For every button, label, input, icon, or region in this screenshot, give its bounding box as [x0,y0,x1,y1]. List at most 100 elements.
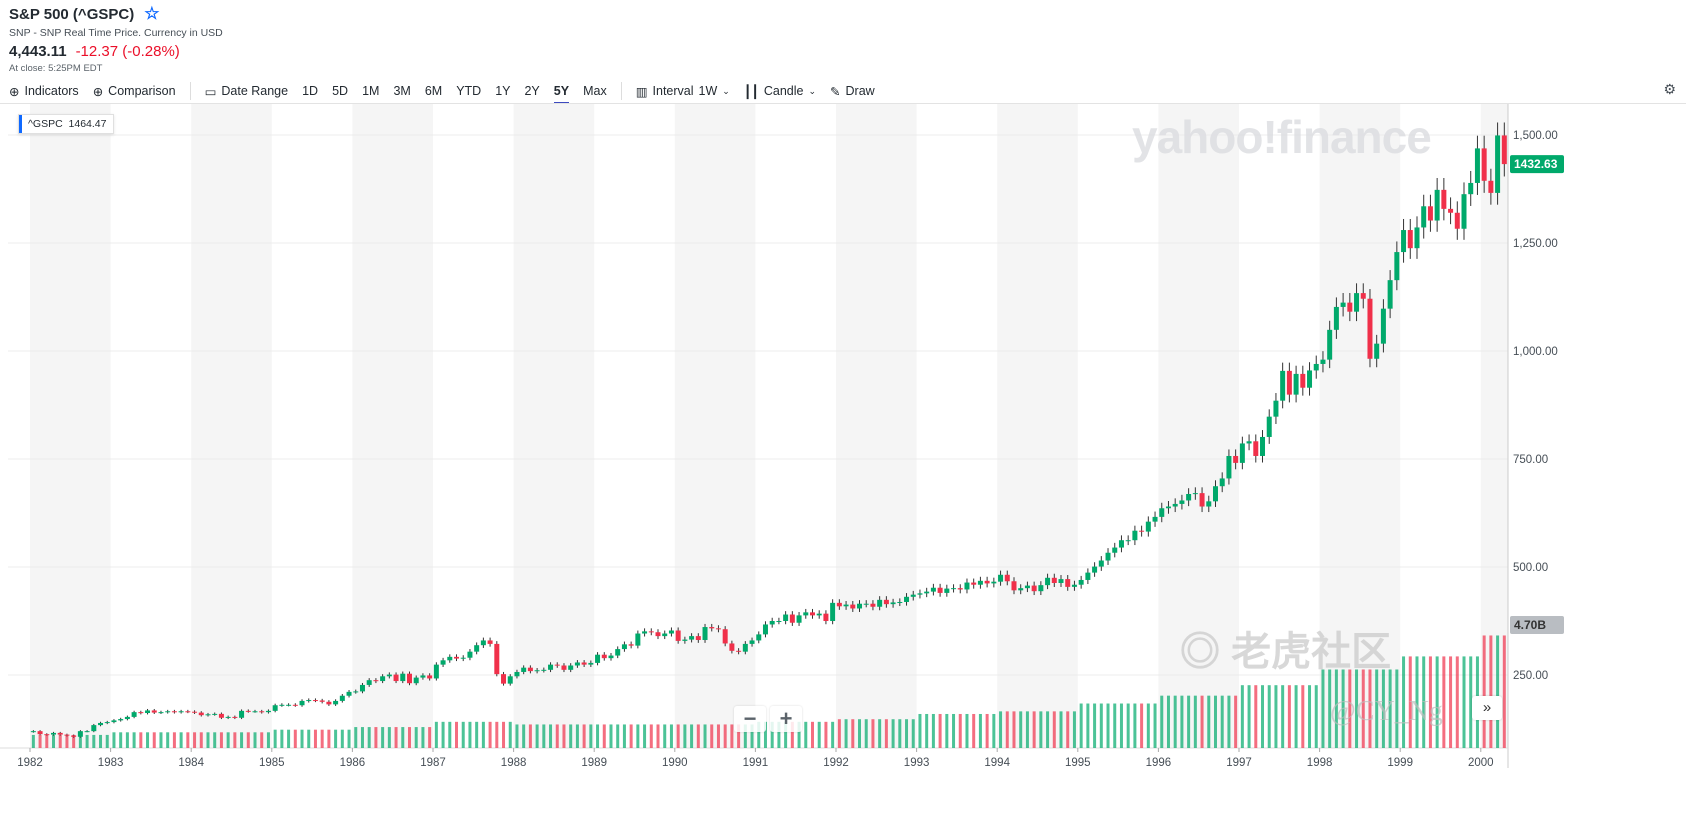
candle-body [386,674,392,677]
quote-header: S&P 500 (^GSPC) ☆ SNP - SNP Real Time Pri… [9,4,223,74]
volume-bar [643,724,647,748]
candle-body [971,582,977,585]
candle-body [568,665,574,670]
candle-body [1219,478,1225,487]
y-tick-label: 1,250.00 [1513,238,1558,250]
year-band [352,104,433,748]
volume-bar [1126,703,1130,748]
range-3m[interactable]: 3M [393,84,411,98]
candle-body [413,677,419,684]
candle-body [1280,370,1286,401]
range-6m[interactable]: 6M [424,84,443,98]
volume-bar [360,727,364,748]
candle-body [762,624,768,635]
candle-body [904,596,910,602]
scroll-to-latest-button[interactable]: » [1472,696,1502,720]
price-chart[interactable]: 250.00 500.00 750.00 1,000.00 1,250.00 1,500.… [0,104,1686,840]
range-5d[interactable]: 5D [332,84,349,98]
volume-bar [1200,695,1204,748]
candle-body [1266,416,1272,437]
candle-body [1045,577,1051,586]
volume-bar [1247,685,1251,748]
draw-button[interactable]: ✎ Draw [830,79,875,103]
volume-bar [683,724,687,748]
close-time: At close: 5:25PM EDT [9,63,103,74]
interval-button[interactable]: ▥ Interval 1W ⌄ [636,79,730,103]
range-1y[interactable]: 1Y [495,84,511,98]
volume-bar [965,713,969,748]
volume-bar [172,732,176,748]
range-1m[interactable]: 1M [362,84,380,98]
volume-bar [777,721,781,748]
candle-body [561,665,567,670]
range-ytd[interactable]: YTD [456,84,482,98]
candle-body [1159,508,1165,517]
candle-body [1132,530,1138,541]
range-max[interactable]: Max [583,84,607,98]
candle-body [514,671,520,677]
candle-body [474,645,480,652]
candle-body [1481,148,1487,181]
volume-bar [522,724,526,748]
candle-body [44,734,50,736]
volume-bar [1140,703,1144,748]
volume-bar [1066,711,1070,748]
candle-body [830,602,836,621]
range-1d[interactable]: 1D [302,84,319,98]
candle-body [709,627,715,629]
chart-type-button[interactable]: ┃┃ Candle ⌄ [744,79,816,103]
gear-icon[interactable]: ⚙ [1663,81,1676,97]
candle-body [346,691,352,696]
volume-bar [1261,685,1265,748]
zoom-in-button[interactable]: + [770,706,802,732]
range-5y[interactable]: 5Y [553,79,570,105]
volume-bar [716,724,720,748]
star-icon[interactable]: ☆ [144,4,160,23]
candle-body [480,640,486,646]
chart-type-label: Candle [763,84,804,98]
volume-bar [804,721,808,748]
legend-symbol: ^GSPC [28,118,63,130]
candle-body [1461,194,1467,229]
candle-body [843,604,849,607]
site-logo-icon: ◎ [1180,630,1220,674]
candle-body [205,714,211,716]
comparison-button[interactable]: ⊕ Comparison [93,79,176,103]
plus-circle-icon: ⊕ [92,84,104,99]
volume-bar [575,724,579,748]
x-tick-label: 1993 [904,757,930,769]
volume-bar [387,727,391,748]
candle-body [1340,302,1346,307]
quote-price: 4,443.11 [9,43,67,60]
volume-bar [219,732,223,748]
candle-body [957,588,963,590]
candle-body [299,700,305,706]
volume-bar [757,721,761,748]
candle-body [964,582,970,590]
date-range-button[interactable]: ▭ Date Range [205,79,289,103]
candle-body [245,710,251,712]
volume-bar [831,721,835,748]
candle-body [1273,400,1279,417]
candle-body [937,587,943,593]
candle-body [1078,579,1084,585]
indicators-button[interactable]: ⊕ Indicators [9,79,79,103]
volume-bar [1449,656,1453,748]
candle-body [883,599,889,605]
candle-body [1307,370,1313,388]
range-2y[interactable]: 2Y [524,84,540,98]
volume-bar [1207,695,1211,748]
y-tick-label: 1,000.00 [1513,346,1558,358]
volume-bar [1234,695,1238,748]
zoom-out-button[interactable]: − [734,706,766,732]
candle-body [1192,493,1198,495]
volume-bar [253,732,257,748]
volume-bar [213,732,217,748]
candle-body [595,654,601,663]
candle-body [1367,298,1373,359]
volume-bar [1193,695,1197,748]
candle-body [312,700,318,702]
candle-body [326,701,332,705]
volume-bar [743,724,747,748]
volume-bar [918,713,922,748]
